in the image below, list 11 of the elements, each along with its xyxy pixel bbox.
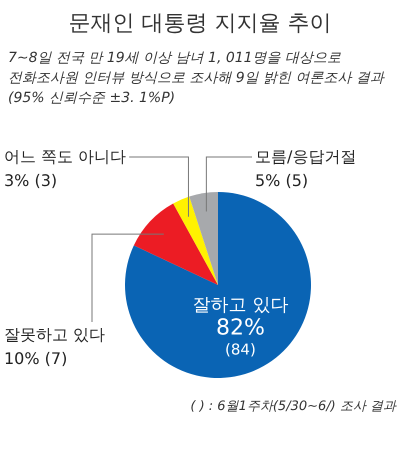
text: ( ) : 6월1주차(5/30~6/) 조사 결과 [190,399,397,414]
data-label: 3% (3) [4,171,58,190]
chart-title: 문재인 대통령 지지율 추이 [68,11,332,36]
slice-label: 잘하고 있다 [192,294,288,316]
data-label: 5% (5) [255,171,308,190]
slice-label: 어느 쪽도 아니다 [4,147,126,166]
data-label: 10% (7) [4,349,68,368]
slice-label: 모름/응답거절 [255,147,356,166]
slice-label: 잘못하고 있다 [4,325,106,344]
chart-subtitle: 7~8일 전국 만 19세 이상 남녀 1, 011명을 대상으로 전화조사원 인터뷰 방식으로 조사해 9일 밝힌 여론조사 결과 (95% 신뢰수준 ±3. 1%P) [8,50,386,106]
data-label: 82% (84) [216,315,265,358]
